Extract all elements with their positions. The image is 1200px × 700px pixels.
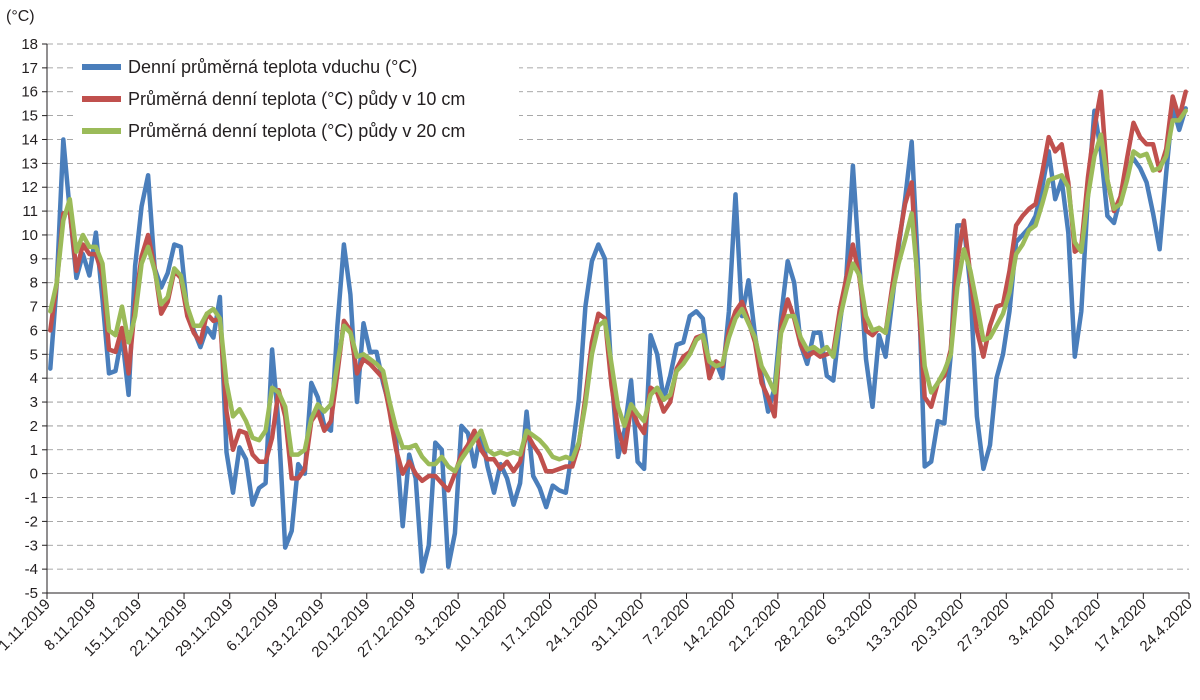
y-tick-label: 2 bbox=[30, 418, 38, 435]
legend: Denní průměrná teplota vduchu (°C) Průměr… bbox=[74, 50, 519, 146]
y-tick-label: 1 bbox=[30, 442, 38, 459]
y-tick-label: 5 bbox=[30, 346, 38, 363]
y-tick-label: 12 bbox=[21, 179, 38, 196]
y-tick-label: 14 bbox=[21, 131, 38, 148]
y-tick-label: 6 bbox=[30, 322, 38, 339]
x-axis-ticks: 1.11.20198.11.201915.11.201922.11.201929… bbox=[0, 593, 1196, 661]
y-axis-unit-label: (°C) bbox=[6, 8, 35, 25]
y-tick-label: 8 bbox=[30, 275, 38, 292]
y-tick-label: -1 bbox=[25, 490, 38, 507]
series-line-2 bbox=[48, 89, 1188, 493]
y-tick-label: -5 bbox=[25, 585, 38, 602]
y-tick-label: -3 bbox=[25, 537, 38, 554]
y-tick-label: 16 bbox=[21, 84, 38, 101]
legend-label-2: Průměrná denní teplota (°C) půdy v 10 cm bbox=[128, 89, 465, 109]
y-tick-label: 18 bbox=[21, 36, 38, 53]
y-tick-label: 0 bbox=[30, 466, 38, 483]
y-tick-label: 4 bbox=[30, 370, 38, 387]
legend-background bbox=[74, 50, 519, 146]
y-tick-label: 10 bbox=[21, 227, 38, 244]
y-tick-label: -2 bbox=[25, 513, 38, 530]
legend-label-3: Průměrná denní teplota (°C) půdy v 20 cm bbox=[128, 121, 465, 141]
y-tick-label: 15 bbox=[21, 108, 38, 125]
y-tick-label: 11 bbox=[22, 203, 38, 220]
series-lines bbox=[48, 89, 1188, 574]
y-tick-label: 3 bbox=[30, 394, 38, 411]
y-tick-label: 17 bbox=[21, 60, 38, 77]
y-tick-label: -4 bbox=[25, 561, 38, 578]
axes bbox=[46, 44, 1189, 594]
y-tick-label: 7 bbox=[30, 299, 38, 316]
series-line-3 bbox=[48, 108, 1188, 474]
legend-label-1: Denní průměrná teplota vduchu (°C) bbox=[128, 57, 417, 77]
series-line-1 bbox=[48, 103, 1188, 574]
y-tick-label: 9 bbox=[30, 251, 38, 268]
y-tick-label: 13 bbox=[21, 155, 38, 172]
